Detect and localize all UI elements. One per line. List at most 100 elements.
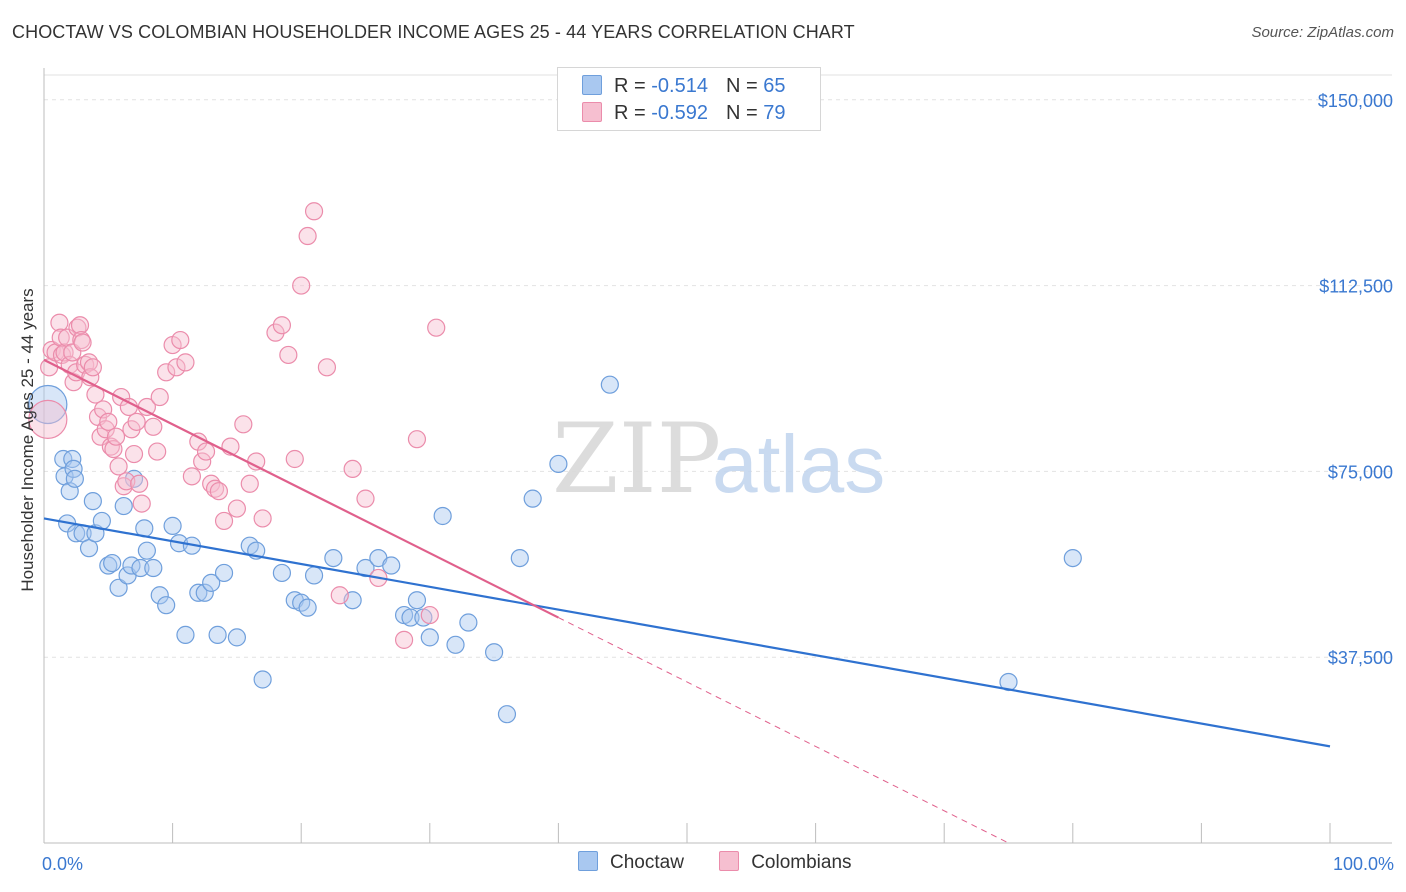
watermark-zip: ZIP	[552, 403, 721, 515]
legend-label-colombians: Colombians	[751, 852, 852, 873]
colombian-trend-extension	[558, 617, 1009, 844]
colombian-point	[317, 358, 337, 377]
choctaw-point	[523, 489, 542, 508]
choctaw-point	[324, 548, 343, 568]
colombian-point	[176, 353, 195, 372]
colombian-point	[132, 494, 151, 513]
n-value: 65	[763, 75, 786, 97]
colombian-trend-line	[43, 358, 559, 619]
watermark-atlas: atlas	[712, 419, 885, 510]
colombian-point	[193, 452, 212, 471]
choctaw-point	[157, 596, 176, 615]
r-value: -0.514	[651, 75, 708, 97]
choctaw-point	[144, 558, 163, 578]
choctaw-point	[214, 563, 234, 583]
choctaw-point	[202, 573, 221, 592]
r-label: R =	[614, 102, 652, 124]
choctaw-point	[497, 705, 517, 724]
colombian-point	[144, 417, 163, 436]
choctaw-point	[549, 454, 568, 474]
x-tick-label: 100.0%	[1333, 854, 1394, 874]
choctaw-point	[83, 492, 102, 511]
colombian-point	[227, 499, 246, 518]
choctaw-legend-swatch	[578, 851, 598, 871]
colombians-legend-swatch	[719, 851, 740, 871]
colombian-point	[28, 399, 68, 439]
series-legend: Choctaw Colombians	[578, 851, 882, 874]
y-axis-label-box: Householder Income Ages 25 - 44 years	[8, 140, 48, 740]
choctaw-point	[65, 469, 84, 488]
colombian-point	[127, 412, 146, 431]
colombian-point	[167, 358, 186, 377]
choctaw-point	[407, 591, 427, 610]
n-label: N =	[725, 102, 764, 124]
colombian-point	[171, 330, 190, 350]
choctaw-point	[1063, 548, 1082, 568]
colombian-point	[150, 387, 169, 407]
colombian-point	[298, 226, 317, 246]
colombian-point	[247, 452, 266, 471]
choctaw-point	[114, 496, 133, 516]
legend-label-choctaw: Choctaw	[610, 852, 684, 873]
x-tick-label: 0.0%	[42, 854, 83, 874]
colombian-point	[182, 467, 201, 486]
colombian-point	[209, 482, 228, 501]
choctaw-point	[304, 566, 324, 585]
colombian-point	[73, 333, 92, 352]
choctaw-point	[109, 578, 128, 597]
colombian-point	[109, 457, 128, 476]
colombian-point	[83, 358, 102, 377]
colombian-point	[343, 459, 362, 479]
legend-item-colombians: Colombians	[719, 851, 852, 874]
colombian-point	[240, 474, 259, 493]
choctaw-point	[459, 613, 478, 632]
colombian-point	[106, 427, 126, 446]
choctaw-point	[485, 643, 504, 662]
choctaw-trend-line	[43, 517, 1331, 748]
colombians-swatch	[582, 102, 602, 122]
legend-row-choctaw: R = -0.514 N = 65	[582, 75, 785, 99]
colombian-point	[50, 313, 69, 332]
choctaw-point	[163, 516, 182, 535]
choctaw-point	[28, 384, 68, 425]
colombian-point	[420, 605, 439, 625]
choctaw-swatch	[582, 75, 602, 95]
colombian-point	[253, 509, 272, 528]
y-tick-label: $150,000	[1318, 91, 1393, 111]
choctaw-point	[195, 583, 214, 602]
y-axis-label: Householder Income Ages 25 - 44 years	[18, 288, 37, 592]
n-label: N =	[725, 75, 764, 97]
legend-item-choctaw: Choctaw	[578, 851, 684, 874]
colombian-point	[214, 511, 234, 531]
colombian-point	[292, 276, 311, 295]
colombian-point	[427, 318, 446, 337]
choctaw-point	[401, 608, 420, 627]
y-tick-label: $37,500	[1328, 648, 1393, 668]
y-tick-label: $112,500	[1319, 277, 1393, 297]
colombian-point	[70, 316, 90, 335]
choctaw-point	[433, 506, 452, 526]
correlation-legend: R = -0.514 N = 65 R = -0.592 N = 79	[557, 67, 821, 131]
colombian-point	[272, 316, 292, 335]
colombian-point	[114, 477, 133, 496]
colombian-point	[124, 444, 144, 464]
choctaw-point	[103, 553, 122, 573]
r-value: -0.592	[651, 102, 708, 124]
choctaw-point	[208, 625, 227, 644]
colombian-point	[330, 586, 349, 605]
choctaw-point	[298, 598, 317, 617]
choctaw-point	[131, 558, 150, 578]
colombian-point	[157, 363, 176, 382]
legend-row-colombians: R = -0.592 N = 79	[582, 102, 785, 126]
y-tick-label: $75,000	[1328, 462, 1393, 482]
choctaw-point	[150, 586, 169, 605]
colombian-point	[148, 442, 167, 461]
colombian-point	[101, 437, 120, 456]
choctaw-point	[272, 563, 292, 583]
n-value: 79	[763, 102, 786, 124]
choctaw-point	[446, 635, 465, 654]
colombian-point	[279, 345, 298, 365]
choctaw-point	[227, 628, 246, 647]
colombian-point	[394, 630, 414, 649]
